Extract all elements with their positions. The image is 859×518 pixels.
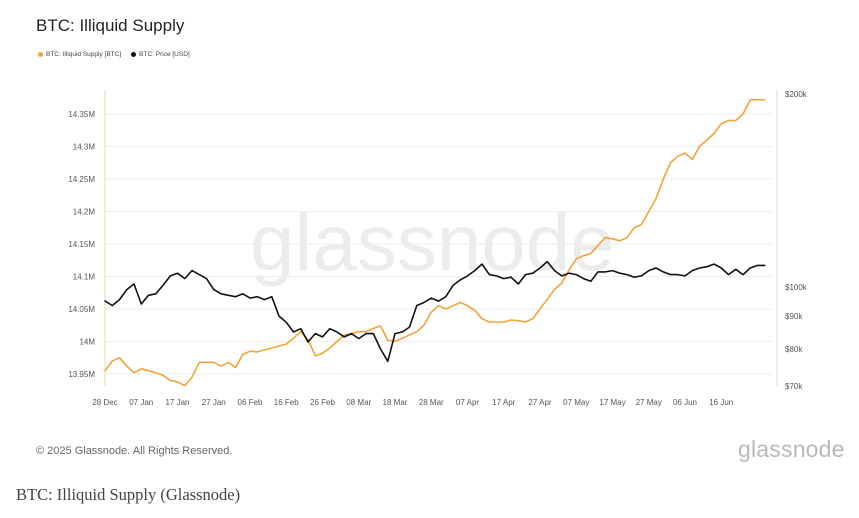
x-tick-label: 26 Feb bbox=[310, 398, 335, 407]
legend-item-price[interactable]: BTC: Price [USD] bbox=[131, 51, 190, 58]
line-chart: glassnode 13.95M 14M 14.05M 14.1M 14.15M 14.2… bbox=[68, 90, 808, 407]
x-tick-label: 17 May bbox=[599, 398, 625, 407]
legend-dot-black bbox=[131, 52, 137, 57]
chart-legend: BTC: Illiquid Supply [BTC] BTC: Price [U… bbox=[38, 51, 190, 58]
x-tick-label: 28 Dec bbox=[92, 398, 117, 407]
y-right-tick-label: $80k bbox=[785, 345, 803, 354]
y-left-tick-label: 14.2M bbox=[73, 208, 96, 217]
chart-card: BTC: Illiquid Supply BTC: Illiquid Suppl… bbox=[36, 16, 845, 462]
image-caption: BTC: Illiquid Supply (Glassnode) bbox=[16, 485, 241, 504]
x-tick-label: 16 Feb bbox=[274, 398, 299, 407]
x-tick-label: 06 Feb bbox=[238, 398, 263, 407]
chart-series bbox=[104, 98, 766, 387]
left-axis: 13.95M 14M 14.05M 14.1M 14.15M 14.2M 14.25M 14.… bbox=[68, 90, 106, 386]
x-tick-label: 06 Jun bbox=[673, 398, 697, 407]
x-tick-label: 07 Jan bbox=[129, 398, 153, 407]
right-axis: $70k $80k $90k $100k $200k bbox=[776, 90, 808, 391]
chart-title: BTC: Illiquid Supply bbox=[36, 16, 185, 35]
x-tick-label: 07 May bbox=[563, 398, 589, 407]
x-tick-label: 17 Apr bbox=[492, 398, 515, 407]
y-right-tick-label: $90k bbox=[785, 312, 803, 321]
x-tick-label: 08 Mar bbox=[346, 398, 371, 407]
series-line-price bbox=[104, 260, 766, 363]
x-tick-label: 28 Mar bbox=[419, 398, 444, 407]
y-left-tick-label: 14.15M bbox=[68, 240, 95, 249]
y-left-tick-label: 14.25M bbox=[68, 175, 95, 184]
y-right-tick-label: $100k bbox=[785, 283, 808, 292]
y-left-tick-label: 14.35M bbox=[68, 110, 95, 119]
x-tick-label: 16 Jun bbox=[709, 398, 733, 407]
chart-grid bbox=[105, 113, 772, 375]
x-tick-label: 27 Apr bbox=[528, 398, 551, 407]
legend-item-illiquid-supply[interactable]: BTC: Illiquid Supply [BTC] bbox=[38, 51, 121, 58]
y-left-tick-label: 13.95M bbox=[68, 370, 95, 379]
y-left-tick-label: 14.3M bbox=[73, 143, 96, 152]
y-right-tick-label: $70k bbox=[785, 382, 803, 391]
x-tick-label: 18 Mar bbox=[383, 398, 408, 407]
y-left-tick-label: 14.1M bbox=[73, 273, 96, 282]
y-right-tick-label: $200k bbox=[785, 90, 808, 99]
x-tick-label: 17 Jan bbox=[165, 398, 189, 407]
y-left-tick-label: 14M bbox=[79, 338, 95, 347]
legend-label-price: BTC: Price [USD] bbox=[139, 51, 190, 58]
x-tick-label: 07 Apr bbox=[456, 398, 479, 407]
chart-watermark: glassnode bbox=[250, 198, 615, 287]
y-left-tick-label: 14.05M bbox=[68, 305, 95, 314]
x-axis: 28 Dec 07 Jan 17 Jan 27 Jan 06 Feb 16 Feb 26 F… bbox=[92, 398, 733, 407]
series-line-illiquid-supply bbox=[104, 98, 766, 387]
legend-dot-orange bbox=[38, 52, 43, 57]
glassnode-logo: glassnode bbox=[738, 436, 845, 462]
x-tick-label: 27 May bbox=[636, 398, 662, 407]
x-tick-label: 27 Jan bbox=[202, 398, 226, 407]
legend-label-illiquid-supply: BTC: Illiquid Supply [BTC] bbox=[46, 51, 122, 58]
copyright-text: © 2025 Glassnode. All Rights Reserved. bbox=[36, 445, 233, 457]
